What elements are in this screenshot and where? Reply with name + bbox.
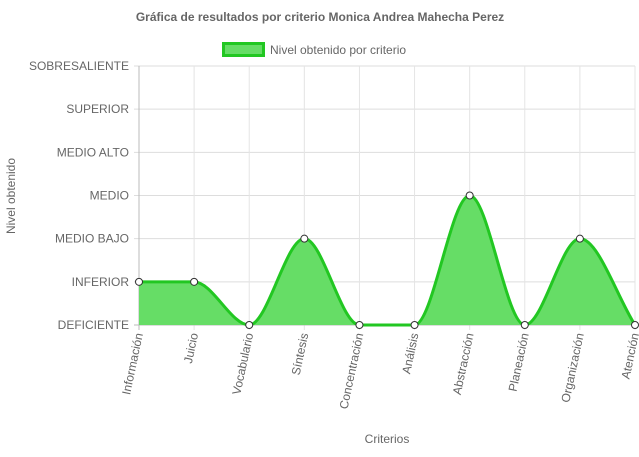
x-tick-label: Atención: [619, 332, 639, 381]
data-point-7[interactable]: [520, 321, 529, 329]
data-point-0[interactable]: [135, 277, 143, 286]
y-tick-label: MEDIO ALTO: [57, 145, 129, 159]
chart-title: Gráfica de resultados por criterio Monic…: [136, 10, 504, 24]
y-axis-ticks: DEFICIENTE INFERIOR MEDIO BAJO MEDIO MEDIO A…: [29, 59, 129, 332]
data-points: [135, 191, 639, 329]
y-tick-label: SUPERIOR: [66, 102, 129, 116]
series-fill: [139, 195, 635, 325]
data-point-6[interactable]: [465, 191, 474, 200]
series-area: [138, 193, 637, 327]
legend-swatch: [222, 42, 265, 57]
data-point-9[interactable]: [631, 321, 639, 329]
x-tick-label: Juicio: [181, 331, 201, 364]
legend-label: Nivel obtenido por criterio: [270, 43, 406, 57]
x-tick-label: Planeación: [506, 332, 532, 393]
x-tick-label: Vocabulario: [229, 331, 256, 396]
data-point-4[interactable]: [355, 321, 364, 329]
x-tick-label: Abstracción: [450, 332, 477, 396]
legend[interactable]: Nivel obtenido por criterio: [222, 42, 407, 57]
x-axis-ticks: Información Juicio Vocabulario Síntesis Conc…: [119, 331, 639, 410]
x-tick-label: Concentración: [337, 332, 367, 411]
y-tick-label: SOBRESALIENTE: [29, 59, 129, 73]
y-tick-label: MEDIO: [90, 189, 129, 203]
x-tick-label: Organización: [558, 332, 586, 404]
x-tick-label: Información: [119, 332, 146, 396]
data-point-1[interactable]: [190, 277, 199, 286]
y-axis-title: Nivel obtenido: [4, 158, 18, 234]
x-axis-title: Criterios: [365, 432, 410, 446]
y-tick-label: INFERIOR: [72, 275, 130, 289]
x-tick-label: Análisis: [399, 332, 421, 375]
data-point-8[interactable]: [575, 234, 584, 243]
y-tick-label: MEDIO BAJO: [55, 232, 129, 246]
data-point-5[interactable]: [410, 321, 419, 329]
y-tick-label: DEFICIENTE: [58, 318, 129, 332]
data-point-2[interactable]: [245, 321, 254, 329]
data-point-3[interactable]: [300, 234, 309, 243]
x-tick-label: Síntesis: [289, 332, 312, 377]
